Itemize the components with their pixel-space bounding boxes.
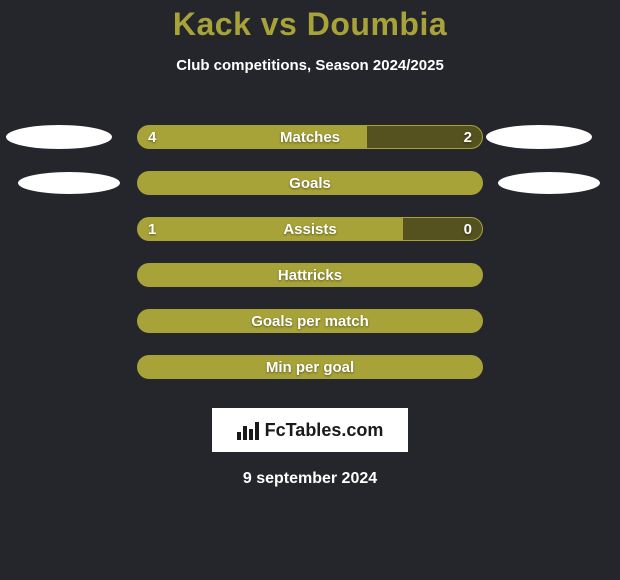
bar-right-value: 2 [464,129,472,146]
compare-row: Goals per match [0,298,620,344]
date-line: 9 september 2024 [0,470,620,488]
bar-track: Hattricks [137,263,483,287]
logo[interactable]: FcTables.com [237,420,384,441]
logo-text: FcTables.com [265,420,384,441]
bar-label: Goals per match [138,313,482,330]
logo-box: FcTables.com [212,408,408,452]
bar-label: Goals [138,175,482,192]
bar-label: Hattricks [138,267,482,284]
compare-row: Hattricks [0,252,620,298]
bar-label: Min per goal [138,359,482,376]
bar-right-value: 0 [464,221,472,238]
page-subtitle: Club competitions, Season 2024/2025 [0,57,620,74]
compare-chart: 42MatchesGoals10AssistsHattricksGoals pe… [0,114,620,390]
bar-track: Goals [137,171,483,195]
team-marker-ellipse [18,172,120,194]
bar-left-value: 4 [148,129,156,146]
team-marker-ellipse [6,125,112,149]
bar-track: 10Assists [137,217,483,241]
page-title: Kack vs Doumbia [0,0,620,43]
bar-track: Goals per match [137,309,483,333]
chart-bars-icon [237,420,259,440]
team-marker-ellipse [486,125,592,149]
bar-track: Min per goal [137,355,483,379]
bar-track: 42Matches [137,125,483,149]
bar-left-value: 1 [148,221,156,238]
compare-row: Min per goal [0,344,620,390]
compare-row: 10Assists [0,206,620,252]
team-marker-ellipse [498,172,600,194]
